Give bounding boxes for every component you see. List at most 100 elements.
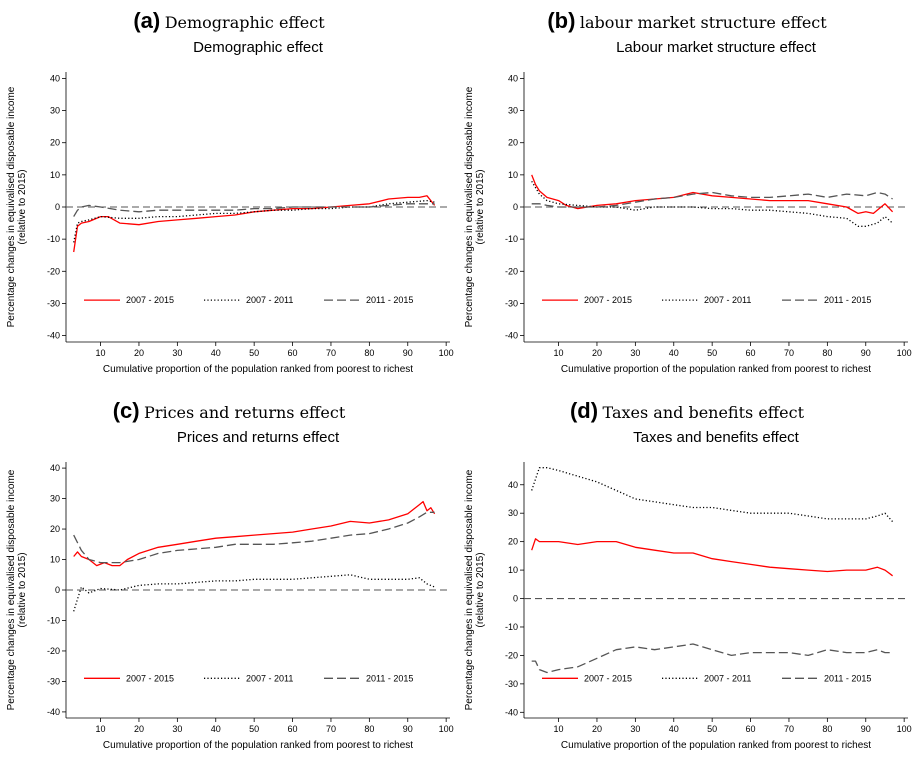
legend-label: 2007 - 2011 [246, 295, 293, 305]
legend-label: 2007 - 2011 [246, 673, 293, 683]
y-tick-label: -40 [47, 707, 60, 717]
y-axis-label: Percentage changes in equivalised dispos… [464, 86, 486, 327]
x-tick-label: 60 [288, 348, 298, 358]
series-line [73, 574, 435, 612]
y-axis-label-line: (relative to 2015) [17, 552, 28, 627]
x-tick-label: 30 [172, 724, 182, 734]
y-tick-label: -10 [505, 234, 518, 244]
y-tick-label: 40 [508, 73, 518, 83]
panel-letter: (d) [569, 398, 599, 423]
panel-a: (a) Demographic effect Demographic effec… [0, 0, 458, 375]
x-tick-label: 60 [746, 724, 756, 734]
series-line [531, 180, 894, 227]
series-line [531, 191, 893, 208]
y-tick-label: 20 [50, 138, 60, 148]
panel-letter: (b) [547, 8, 576, 33]
x-tick-label: 40 [669, 348, 679, 358]
y-tick-label: 30 [50, 106, 60, 116]
legend-label: 2007 - 2015 [126, 295, 174, 305]
series-line [73, 195, 436, 253]
legend-label: 2007 - 2015 [584, 673, 632, 683]
y-tick-label: 30 [50, 494, 60, 504]
x-tick-label: 80 [822, 724, 832, 734]
x-tick-label: 50 [249, 348, 259, 358]
y-tick-label: 30 [508, 508, 518, 518]
x-tick-label: 20 [592, 724, 602, 734]
panel-d: (d) Taxes and benefits effect Taxes and … [458, 390, 916, 765]
x-axis-label: Cumulative proportion of the population … [561, 364, 871, 375]
x-tick-label: 10 [554, 724, 564, 734]
chart-b: Labour market structure effect -40 -30 -20 -… [464, 39, 912, 375]
y-tick-label: -20 [505, 650, 518, 660]
y-tick-label: -40 [505, 331, 518, 341]
x-tick-label: 20 [134, 348, 144, 358]
y-axis-label-line: Percentage changes in equivalised dispos… [464, 469, 475, 710]
x-tick-label: 100 [439, 348, 454, 358]
series-line [73, 500, 436, 567]
x-tick-label: 80 [364, 348, 374, 358]
legend-label: 2011 - 2015 [366, 295, 413, 305]
legend-label: 2011 - 2015 [366, 673, 413, 683]
y-tick-label: 10 [508, 170, 518, 180]
x-tick-label: 90 [861, 348, 871, 358]
y-tick-label: 10 [50, 170, 60, 180]
y-tick-label: 0 [513, 594, 518, 604]
caption-text: Taxes and benefits effect [602, 403, 805, 422]
x-tick-label: 10 [96, 348, 106, 358]
y-tick-label: 0 [55, 585, 60, 595]
legend-label: 2011 - 2015 [824, 295, 871, 305]
x-tick-label: 20 [134, 724, 144, 734]
y-tick-label: -30 [505, 298, 518, 308]
x-tick-label: 80 [364, 724, 374, 734]
y-tick-label: -30 [47, 298, 60, 308]
caption-text: Demographic effect [164, 13, 325, 32]
chart-c: Prices and returns effect -40 -30 -20 -10 0 10… [6, 429, 454, 751]
y-axis-label-line: (relative to 2015) [475, 552, 486, 627]
y-tick-label: 20 [508, 537, 518, 547]
panel-letter: (c) [112, 398, 140, 423]
panel-letter: (a) [133, 8, 161, 33]
x-tick-label: 20 [592, 348, 602, 358]
series-line [73, 511, 435, 564]
y-tick-label: -40 [505, 707, 518, 717]
x-axis-label: Cumulative proportion of the population … [103, 364, 413, 375]
x-tick-label: 90 [403, 724, 413, 734]
chart-title: Taxes and benefits effect [633, 429, 799, 446]
y-tick-label: 0 [55, 202, 60, 212]
chart-title: Prices and returns effect [177, 429, 340, 446]
y-axis-label: Percentage changes in equivalised dispos… [464, 469, 486, 710]
legend-label: 2007 - 2015 [126, 673, 174, 683]
y-tick-label: 10 [508, 565, 518, 575]
series-line [531, 174, 894, 215]
x-tick-label: 30 [172, 348, 182, 358]
panel-caption: (b) labour market structure effect [458, 8, 916, 34]
chart-a: Demographic effect -40 -30 -20 -10 0 10 20 30 40 1… [6, 39, 454, 375]
x-tick-label: 50 [707, 724, 717, 734]
x-tick-label: 40 [211, 724, 221, 734]
series-line [531, 643, 893, 674]
x-axis-label: Cumulative proportion of the population … [561, 740, 871, 751]
y-tick-label: -30 [47, 676, 60, 686]
x-tick-label: 30 [630, 348, 640, 358]
x-tick-label: 70 [784, 724, 794, 734]
y-tick-label: 20 [50, 524, 60, 534]
legend-label: 2011 - 2015 [824, 673, 871, 683]
chart-title: Labour market structure effect [616, 39, 817, 56]
y-tick-label: -10 [47, 615, 60, 625]
x-tick-label: 40 [669, 724, 679, 734]
x-tick-label: 100 [897, 348, 912, 358]
y-tick-label: -30 [505, 679, 518, 689]
y-tick-label: 40 [508, 480, 518, 490]
y-tick-label: -10 [505, 622, 518, 632]
y-axis-label-line: Percentage changes in equivalised dispos… [6, 86, 17, 327]
y-tick-label: -20 [47, 266, 60, 276]
y-tick-label: 10 [50, 555, 60, 565]
x-tick-label: 50 [249, 724, 259, 734]
y-tick-label: 40 [50, 463, 60, 473]
panel-caption: (a) Demographic effect [0, 8, 458, 34]
y-tick-label: -40 [47, 331, 60, 341]
x-tick-label: 80 [822, 348, 832, 358]
x-tick-label: 90 [403, 348, 413, 358]
x-tick-label: 70 [326, 724, 336, 734]
chart-d: Taxes and benefits effect -40 -30 -20 -10 0 10… [464, 429, 912, 751]
